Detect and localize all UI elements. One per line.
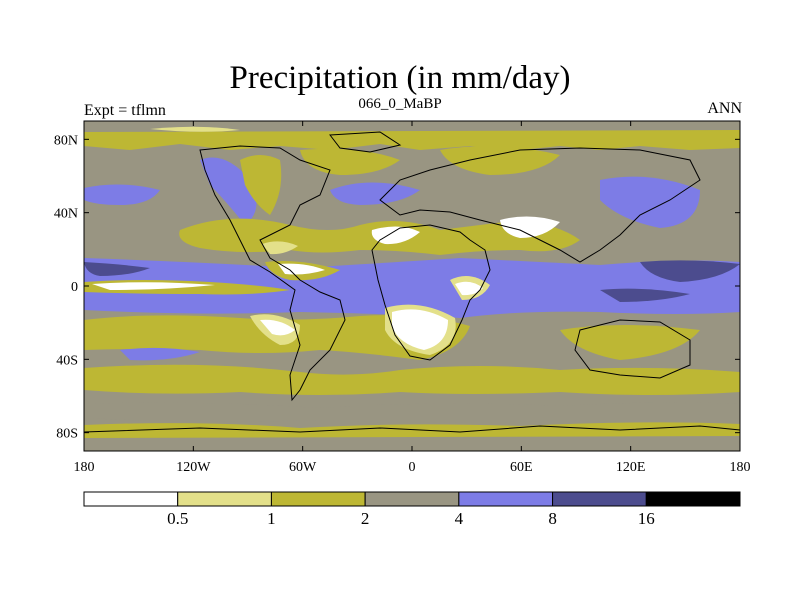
australia-outline	[574, 319, 691, 379]
field-sahara-white	[371, 226, 420, 245]
colorbar-label: 1	[267, 509, 276, 528]
field-aus-yellow	[560, 325, 700, 360]
field-arctic-yellow	[84, 128, 740, 150]
colorbar-label: 16	[638, 509, 655, 528]
precip-field	[84, 121, 740, 451]
field-mexico-light	[262, 241, 298, 255]
colorbar-label: 8	[548, 509, 557, 528]
colorbar-label: 0.5	[167, 509, 188, 528]
field-indopac-dark	[600, 288, 690, 302]
field-itcz-dark-east	[640, 260, 740, 282]
field-nam-yellow	[240, 155, 282, 215]
x-tick-label: 60W	[289, 460, 317, 475]
antarctica-outline	[84, 425, 740, 433]
y-tick-label: 80S	[56, 427, 78, 442]
x-tick-label: 180	[730, 460, 751, 475]
y-axis: 80N 40N 0 40S 80S	[54, 133, 740, 442]
field-itcz-dark-west	[84, 262, 150, 276]
field-itcz-blue	[84, 258, 740, 318]
field-antarctic-grey	[84, 436, 740, 451]
x-tick-label: 0	[409, 460, 416, 475]
x-tick-label: 60E	[510, 460, 533, 475]
chart-title: Precipitation (in mm/day)	[229, 60, 571, 96]
americas-outline	[199, 145, 346, 402]
colorbar-swatch	[177, 491, 272, 507]
field-arabia-white	[500, 216, 560, 238]
field-natlantic-blue	[330, 182, 420, 205]
field-arctic-light	[150, 126, 240, 132]
experiment-label: Expt = tflmn	[84, 102, 166, 119]
colorbar: 0.5 1 2 4 8 16	[83, 491, 741, 528]
field-eafrica-white	[455, 281, 483, 296]
season-label: ANN	[707, 100, 742, 117]
field-pole	[84, 121, 740, 132]
colorbar-swatch	[364, 491, 460, 507]
field-sam-white	[260, 319, 295, 336]
field-southern-yellow	[84, 364, 740, 395]
y-tick-label: 40N	[54, 207, 78, 222]
field-npacific-west-blue	[600, 176, 700, 228]
colorbar-swatch	[552, 491, 647, 507]
x-tick-label: 120E	[616, 460, 646, 475]
field-asia-yellow	[440, 146, 560, 175]
colorbar-label: 4	[455, 509, 464, 528]
x-tick-label: 180	[74, 460, 95, 475]
colorbar-swatch	[645, 491, 741, 507]
chart-subtitle: 066_0_MaBP	[358, 96, 442, 112]
field-nam-west-blue	[200, 157, 257, 225]
field-camerica-white	[278, 263, 325, 275]
y-tick-label: 80N	[54, 133, 78, 148]
colorbar-label: 2	[361, 509, 370, 528]
y-tick-label: 0	[71, 280, 78, 295]
greenland-outline	[329, 131, 402, 153]
field-spacific-blue	[120, 347, 200, 361]
continent-outlines	[84, 131, 740, 433]
field-safrica-white	[392, 309, 448, 350]
field-epac-white	[92, 282, 215, 290]
field-npacific-blue	[84, 184, 160, 205]
colorbar-swatch	[83, 491, 179, 507]
eurasia-outline	[379, 147, 701, 263]
x-tick-label: 120W	[176, 460, 211, 475]
field-southern-grey	[84, 402, 740, 423]
y-tick-label: 40S	[56, 353, 78, 368]
colorbar-swatch	[458, 491, 554, 507]
africa-outline	[371, 224, 491, 361]
colorbar-swatch	[270, 491, 366, 507]
x-axis: 180 120W 60W 0 60E 120E 180	[74, 121, 751, 475]
